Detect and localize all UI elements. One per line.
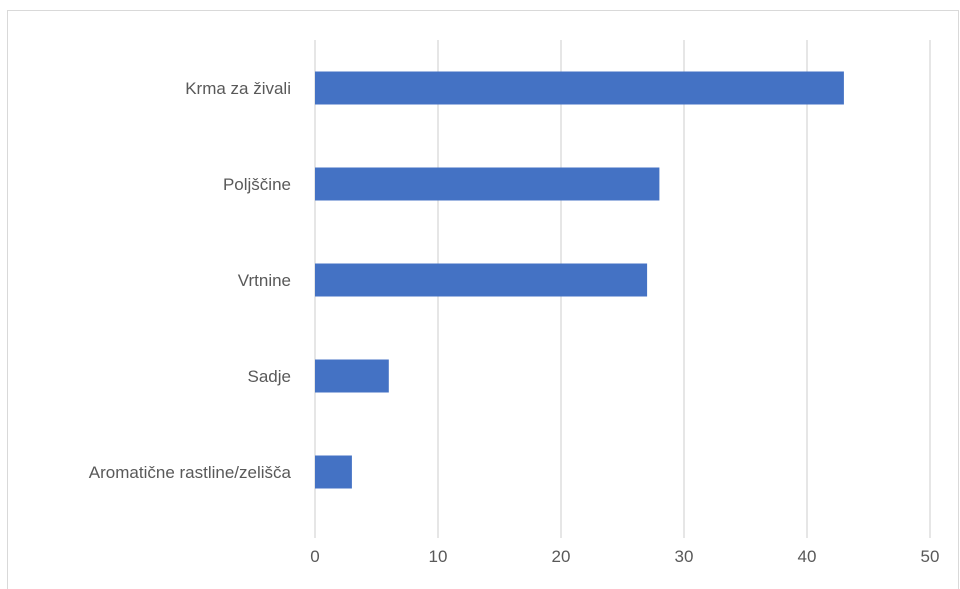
category-labels: Krma za živali Poljščine Vrtnine Sadje Aroma… bbox=[89, 79, 292, 482]
bar bbox=[315, 359, 389, 393]
category-label: Poljščine bbox=[223, 175, 291, 194]
x-tick-label: 10 bbox=[429, 547, 448, 566]
category-label: Aromatične rastline/zelišča bbox=[89, 463, 292, 482]
x-tick-label: 30 bbox=[675, 547, 694, 566]
x-tick-label: 20 bbox=[552, 547, 571, 566]
bar bbox=[315, 263, 648, 297]
bar bbox=[315, 71, 844, 105]
bar bbox=[315, 167, 660, 201]
bar-layer bbox=[315, 71, 844, 489]
x-tick-label: 0 bbox=[310, 547, 319, 566]
category-label: Vrtnine bbox=[238, 271, 291, 290]
x-axis-tick-labels: 0 10 20 30 40 50 bbox=[310, 547, 939, 566]
x-tick-label: 40 bbox=[798, 547, 817, 566]
x-tick-label: 50 bbox=[921, 547, 940, 566]
category-label: Krma za živali bbox=[185, 79, 291, 98]
category-label: Sadje bbox=[248, 367, 291, 386]
chart-frame bbox=[7, 10, 959, 589]
bar bbox=[315, 455, 352, 489]
